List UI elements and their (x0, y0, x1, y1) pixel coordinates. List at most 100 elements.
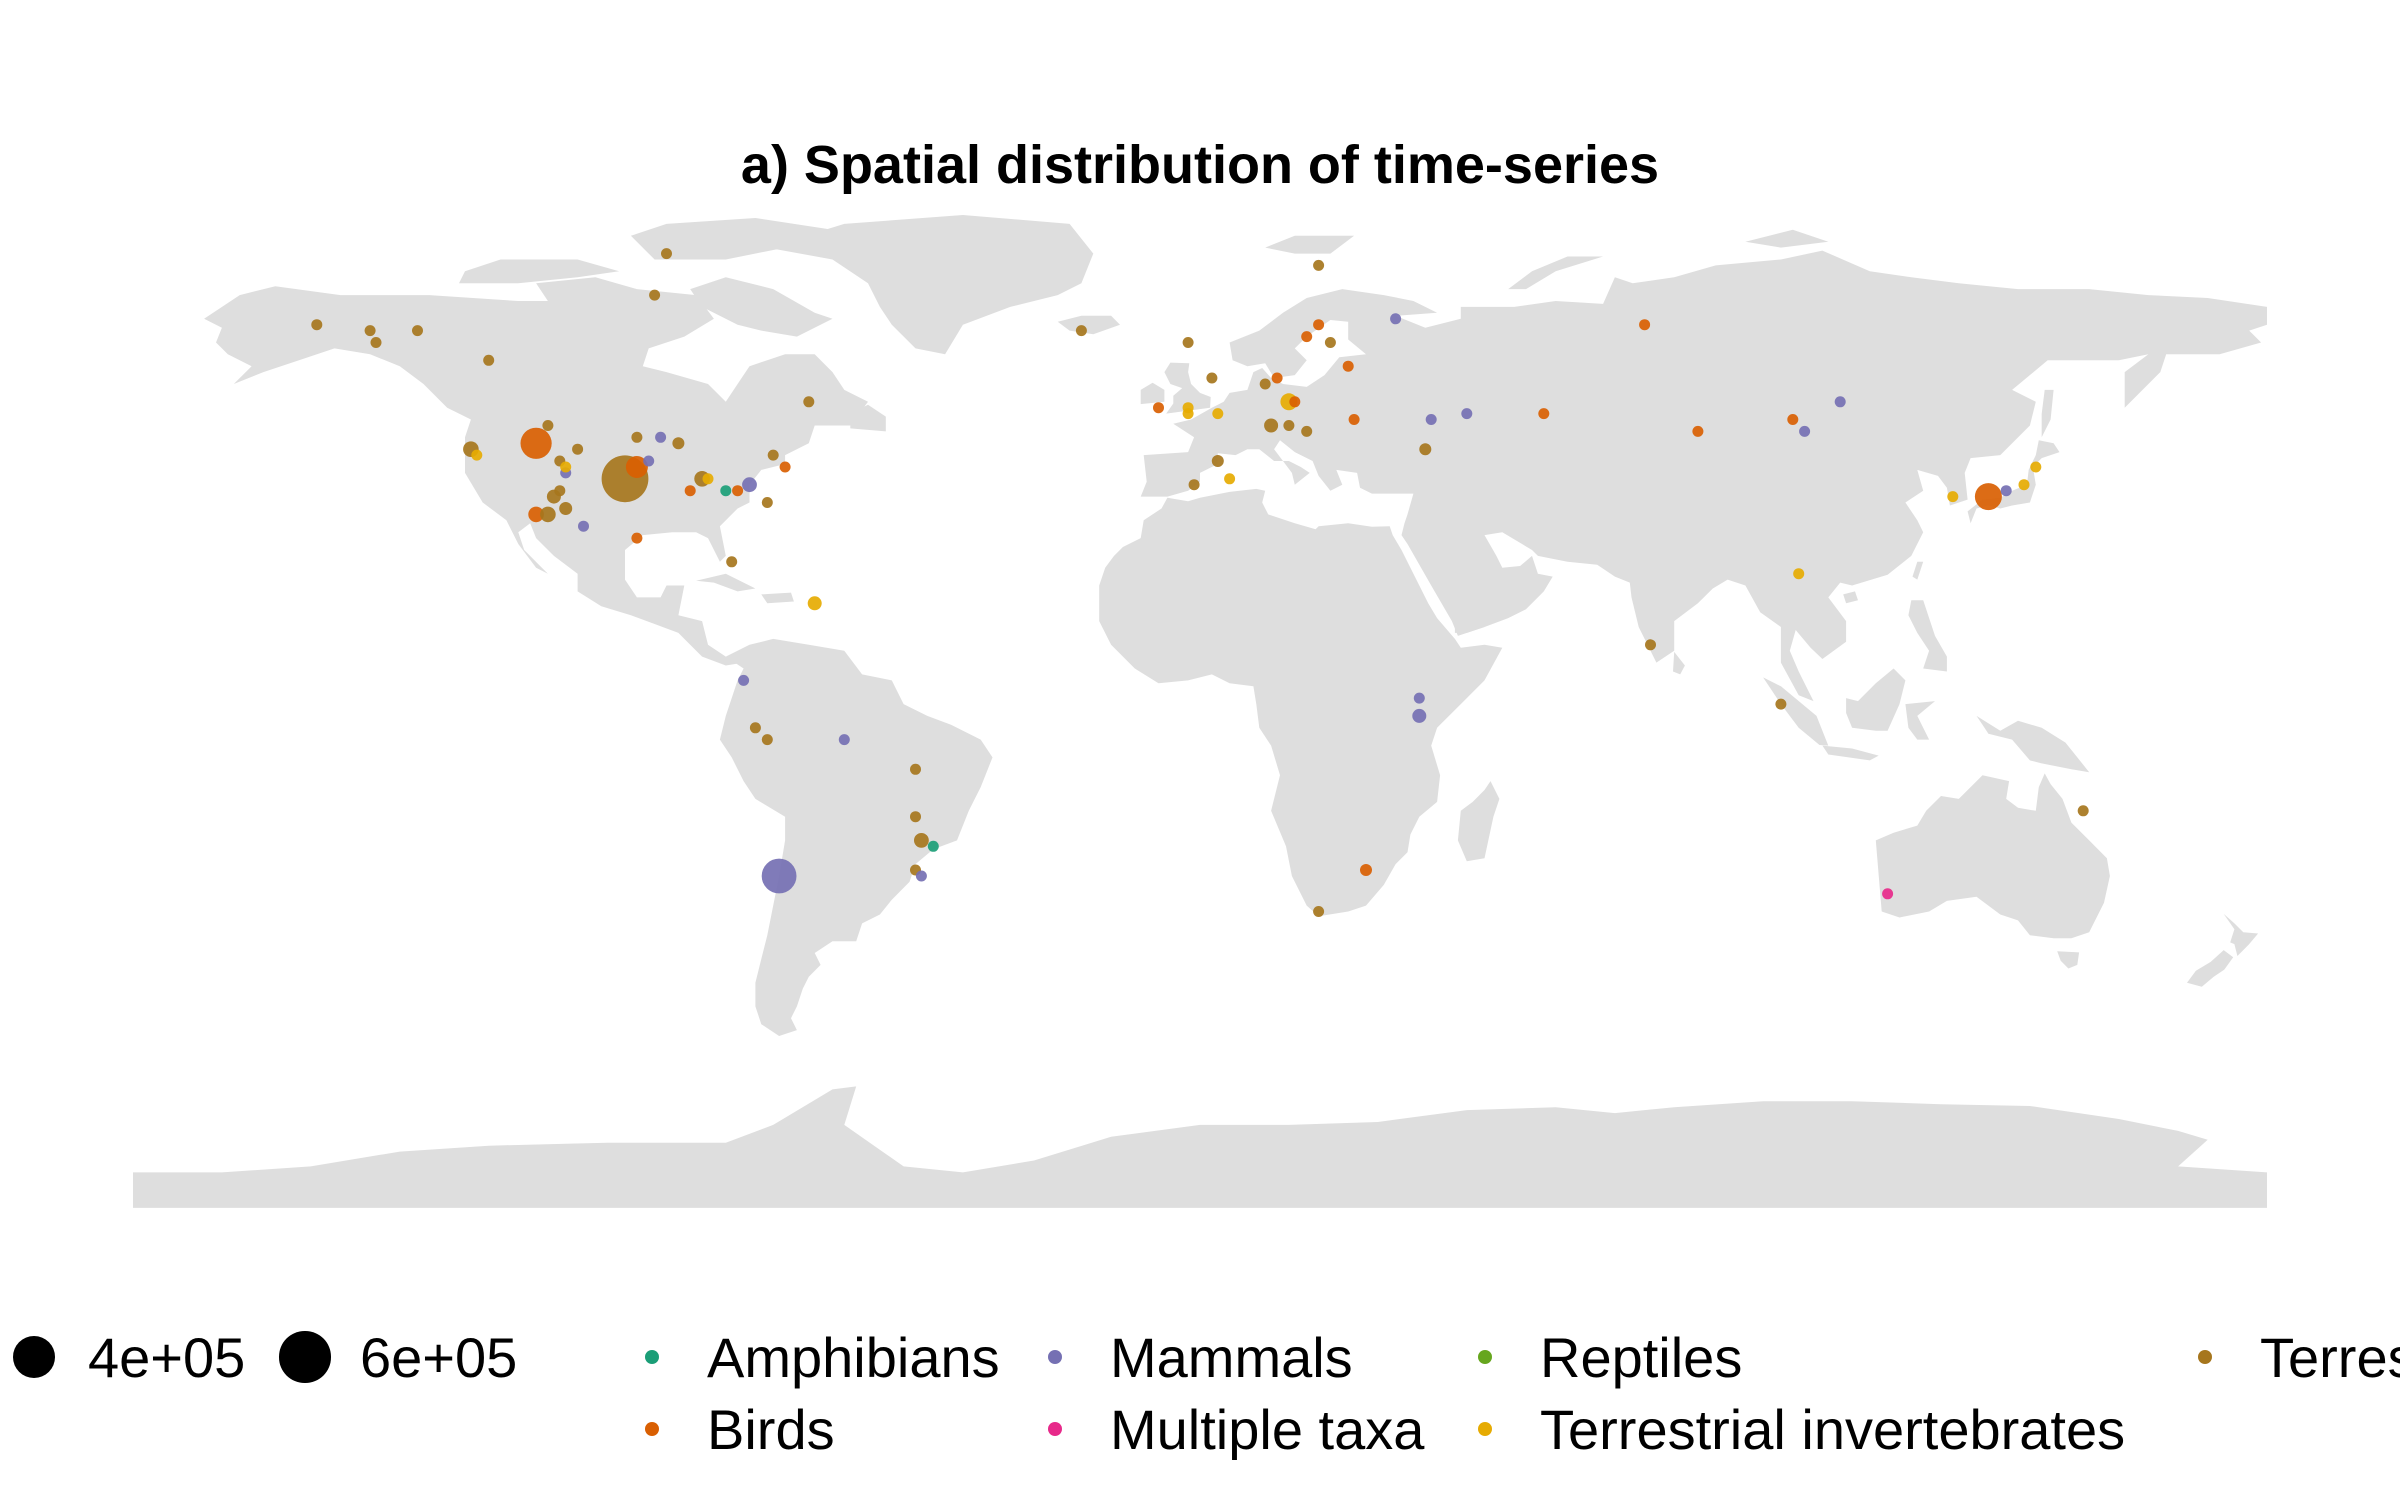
point-terrestrial-plants-75 (749, 722, 761, 734)
land-svalbard (1265, 235, 1355, 254)
land-java (1822, 745, 1879, 761)
land-newfoundland (850, 404, 886, 432)
land-ireland (1140, 382, 1165, 405)
point-birds-63 (1289, 396, 1301, 408)
point-terrestrial-plants-48 (542, 420, 554, 431)
point-mammals-55 (838, 734, 850, 746)
point-terrestrial-invertebrates-60 (1212, 408, 1224, 420)
land-severnaya (1745, 229, 1829, 248)
point-terrestrial-plants-36 (631, 431, 643, 443)
legend-label-birds: Birds (707, 1398, 835, 1460)
land-new-guinea (1976, 715, 2090, 773)
point-terrestrial-plants-11 (914, 833, 929, 848)
point-terrestrial-plants-66 (1313, 259, 1325, 271)
legend-label-reptiles: Reptiles (1540, 1326, 1743, 1389)
point-terrestrial-plants-64 (1324, 337, 1336, 348)
point-birds-65 (1301, 331, 1313, 343)
legend-dot-multiple-taxa (1048, 1422, 1062, 1436)
legend-dot-terrestrial-plants (2198, 1350, 2212, 1364)
land-sulawesi (1905, 701, 1935, 740)
legend-label-mammals: Mammals (1110, 1326, 1353, 1389)
legend-label-amphibians: Amphibians (707, 1326, 1000, 1389)
point-mammals-93 (1461, 408, 1473, 420)
points-layer (311, 248, 2089, 917)
point-terrestrial-plants-22 (761, 497, 773, 508)
point-mammals-91 (1390, 313, 1402, 325)
point-birds-81 (1692, 425, 1704, 437)
point-terrestrial-plants-89 (661, 248, 672, 260)
land-eurasia (1140, 250, 2267, 702)
point-terrestrial-plants-30 (1259, 378, 1271, 390)
land-africa (1099, 488, 1503, 917)
point-terrestrial-invertebrates-26 (1793, 568, 1805, 580)
point-terrestrial-plants-24 (1283, 420, 1295, 431)
point-birds-2 (520, 427, 552, 459)
point-mammals-92 (1425, 414, 1437, 425)
point-terrestrial-plants-18 (1211, 455, 1224, 467)
point-amphibians-38 (927, 840, 939, 852)
point-terrestrial-plants-32 (1313, 906, 1325, 917)
land-greenland (767, 215, 1094, 355)
land-great-britain (1164, 362, 1211, 414)
point-birds-52 (684, 485, 696, 497)
point-terrestrial-plants-69 (412, 325, 423, 337)
point-terrestrial-plants-19 (1419, 443, 1432, 456)
point-terrestrial-plants-73 (803, 396, 815, 408)
land-sakhalin (2041, 389, 2054, 438)
point-birds-53 (732, 485, 744, 497)
point-terrestrial-plants-34 (767, 449, 779, 461)
point-terrestrial-plants-88 (726, 556, 738, 568)
land-nz-north (2223, 913, 2259, 956)
point-mammals-58 (915, 870, 927, 882)
legend-dot-reptiles (1478, 1350, 1492, 1364)
point-birds-94 (1639, 319, 1651, 331)
legend: 4e+05 6e+05 Amphibians Birds Mammals Mul… (0, 1300, 2400, 1460)
legend-dot-birds (645, 1422, 659, 1436)
point-terrestrial-plants-33 (311, 319, 323, 331)
land-taiwan (1912, 561, 1924, 580)
size-legend-dot-0 (13, 1336, 55, 1378)
point-terrestrial-invertebrates-43 (2018, 479, 2030, 491)
point-terrestrial-plants-76 (761, 734, 773, 746)
point-terrestrial-plants-71 (554, 485, 566, 497)
land-arabia-fix (1454, 609, 1485, 633)
size-legend-label-0: 4e+05 (88, 1326, 246, 1389)
land-hainan (1843, 591, 1858, 604)
point-terrestrial-plants-85 (483, 354, 495, 366)
point-birds-25 (1348, 414, 1360, 425)
land-arctic-islands-2 (536, 277, 637, 304)
legend-label-terrestrial-invertebrates: Terrestrial invertebrates (1540, 1398, 2126, 1460)
point-amphibians-72 (720, 485, 732, 497)
point-terrestrial-invertebrates-83 (1947, 491, 1959, 503)
point-birds-42 (1313, 319, 1325, 331)
point-birds-62 (1271, 372, 1283, 384)
point-mammals-70 (578, 520, 589, 532)
land-madagascar (1457, 781, 1500, 862)
point-birds-86 (631, 532, 643, 544)
land-ellesmere (630, 218, 833, 260)
land-iceland (1057, 315, 1120, 335)
point-birds-79 (1342, 360, 1354, 372)
point-birds-80 (1538, 408, 1550, 420)
legend-dot-mammals (1048, 1350, 1062, 1364)
legend-label-terrestrial-plants: Terrestrial plants (2260, 1326, 2400, 1389)
point-mammals-67 (2000, 485, 2012, 497)
size-legend-label-1: 6e+05 (360, 1326, 518, 1389)
point-birds-3 (1974, 483, 2002, 511)
point-terrestrial-plants-56 (910, 763, 921, 775)
point-terrestrial-plants-35 (572, 443, 584, 455)
land-hispaniola (761, 592, 794, 604)
point-terrestrial-plants-44 (1645, 639, 1656, 651)
point-terrestrial-plants-77 (1188, 479, 1200, 491)
point-birds-4 (625, 456, 648, 478)
legend-label-multiple-taxa: Multiple taxa (1110, 1398, 1425, 1460)
point-terrestrial-plants-8 (540, 506, 556, 523)
point-terrestrial-invertebrates-29 (471, 449, 483, 461)
map-title: a) Spatial distribution of time-series (740, 135, 1660, 195)
point-terrestrial-plants-14 (1264, 418, 1279, 433)
point-birds-7 (528, 506, 544, 523)
point-mammals-51 (655, 431, 667, 443)
land-cuba (696, 573, 756, 592)
point-mammals-54 (738, 674, 750, 686)
